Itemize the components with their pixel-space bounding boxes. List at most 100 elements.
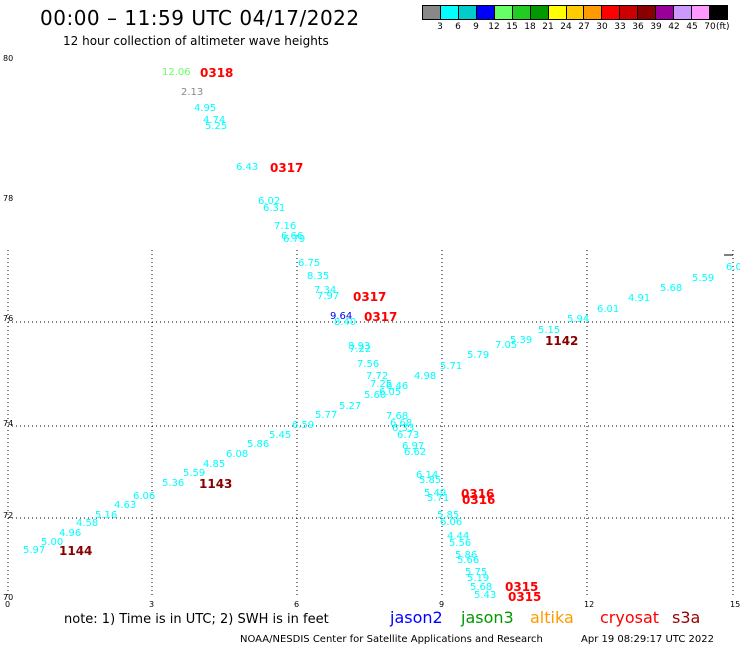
wave-height-label: 6.06 xyxy=(133,491,156,502)
pass-time-label: 0317 xyxy=(364,310,398,324)
wave-height-label: 5.68 xyxy=(470,582,493,593)
wave-height-label: 7.16 xyxy=(274,221,297,232)
wave-height-label: 12.06 xyxy=(162,67,191,78)
pass-time-label: 1142 xyxy=(545,334,579,348)
wave-height-label: 5.85 xyxy=(419,475,442,486)
page-title: 00:00 – 11:59 UTC 04/17/2022 xyxy=(40,6,360,30)
satellite-jason2: jason2 xyxy=(390,608,443,627)
wave-height-label: 6.68 xyxy=(390,418,413,429)
wave-height-label: 7.34 xyxy=(314,285,337,296)
wave-height-label: 5.97 xyxy=(23,545,46,556)
wave-height-label: 4.91 xyxy=(628,293,651,304)
wave-height-label: 5.86 xyxy=(455,550,478,561)
colorbar-swatch xyxy=(692,6,710,19)
wave-height-label: 5.79 xyxy=(467,350,490,361)
colorbar-label: 9 xyxy=(473,22,479,32)
pass-time-label: 0316 xyxy=(462,493,496,507)
satellite-altika: altika xyxy=(530,608,574,627)
satellite-cryosat: cryosat xyxy=(600,608,660,627)
wave-height-label: 5.60 xyxy=(364,390,387,401)
lat-tick-label: 76 xyxy=(3,314,14,323)
colorbar-label: 42 xyxy=(668,22,680,32)
wave-height-label: 2.13 xyxy=(181,87,204,98)
lat-tick-label: 72 xyxy=(3,511,14,520)
wave-height-label: 4.85 xyxy=(203,459,226,470)
wave-height-label: 6.79 xyxy=(283,234,306,245)
wave-height-label: 7.25 xyxy=(370,379,393,390)
colorbar-label: 3 xyxy=(437,22,443,32)
wave-height-label: 9.64 xyxy=(330,311,353,322)
colorbar-label: 39 xyxy=(650,22,662,32)
footer-note: note: 1) Time is in UTC; 2) SWH is in fe… xyxy=(64,612,329,627)
colorbar-swatch xyxy=(584,6,603,19)
wave-height-label: 5.66 xyxy=(457,555,480,566)
wave-height-label: 5.15 xyxy=(538,325,561,336)
colorbar xyxy=(422,5,728,20)
wave-height-label: 4.74 xyxy=(203,115,226,126)
colorbar-swatch xyxy=(476,6,495,19)
colorbar-swatch xyxy=(602,6,621,19)
colorbar-label: 6 xyxy=(455,22,461,32)
satellite-jason3: jason3 xyxy=(461,608,514,627)
lat-tick-label: 74 xyxy=(3,419,14,428)
wave-height-label: 6.97 xyxy=(402,441,425,452)
wave-height-label: 6.73 xyxy=(397,430,420,441)
colorbar-swatch xyxy=(548,6,567,19)
wave-height-label: 5.43 xyxy=(474,590,497,601)
page-subtitle: 12 hour collection of altimeter wave hei… xyxy=(63,34,329,48)
wave-height-label: 6.08 xyxy=(226,449,249,460)
wave-height-label: 5.59 xyxy=(183,468,206,479)
colorbar-swatch xyxy=(674,6,693,19)
footer-credit: NOAA/NESDIS Center for Satellite Applica… xyxy=(240,634,543,645)
wave-height-label: 6.02 xyxy=(258,196,281,207)
wave-height-label: 5.94 xyxy=(567,314,590,325)
lat-tick-label: 78 xyxy=(3,194,14,203)
pass-time-label: 0317 xyxy=(353,290,387,304)
colorbar-label: 27 xyxy=(578,22,590,32)
wave-height-label: 6.14 xyxy=(416,470,439,481)
wave-height-label: 6.06 xyxy=(440,517,463,528)
wave-height-label: 8.35 xyxy=(307,271,330,282)
wave-height-label: 4.98 xyxy=(414,371,437,382)
wave-height-label: 6.05 xyxy=(379,387,402,398)
wave-height-label: 4.96 xyxy=(59,528,82,539)
colorbar-unit: (ft) xyxy=(716,22,730,32)
lat-tick-label: 80 xyxy=(3,54,14,63)
lat-tick-label: 70 xyxy=(3,593,14,602)
colorbar-swatch xyxy=(423,6,441,19)
wave-height-label: 5.16 xyxy=(95,510,118,521)
lon-tick-label: 12 xyxy=(584,600,595,609)
colorbar-label: 33 xyxy=(614,22,626,32)
pass-time-label: 0315 xyxy=(508,590,542,604)
colorbar-label: 30 xyxy=(596,22,608,32)
colorbar-label: 70 xyxy=(704,22,716,32)
wave-height-label: 7.56 xyxy=(357,359,380,370)
wave-height-label: 5.39 xyxy=(510,335,533,346)
pass-time-label: 0318 xyxy=(200,66,234,80)
lon-tick-label: 6 xyxy=(294,600,300,609)
wave-height-label: 6.66 xyxy=(281,231,304,242)
colorbar-label: 36 xyxy=(632,22,644,32)
wave-height-label: 6.46 xyxy=(386,381,409,392)
wave-height-label: 5.86 xyxy=(247,439,270,450)
colorbar-swatch xyxy=(440,6,459,19)
colorbar-label: 12 xyxy=(488,22,500,32)
wave-height-label: 6.43 xyxy=(236,162,259,173)
wave-height-label: 5.75 xyxy=(465,567,488,578)
wave-height-label: 5.71 xyxy=(427,493,450,504)
lon-tick-label: 9 xyxy=(439,600,445,609)
wave-height-label: 5.19 xyxy=(467,573,490,584)
wave-height-label: 5.68 xyxy=(660,283,683,294)
wave-height-label: 7.68 xyxy=(386,411,409,422)
wave-height-label: 5.00 xyxy=(41,537,64,548)
lon-tick-label: 0 xyxy=(5,600,11,609)
satellite-s3a: s3a xyxy=(672,608,701,627)
wave-height-label: 5.77 xyxy=(315,410,338,421)
colorbar-label: 45 xyxy=(686,22,698,32)
wave-height-label: 5.71 xyxy=(440,361,463,372)
wave-height-label: 4.95 xyxy=(194,103,217,114)
colorbar-swatch xyxy=(530,6,549,19)
pass-time-label: 0316 xyxy=(461,487,495,501)
colorbar-swatch xyxy=(494,6,513,19)
